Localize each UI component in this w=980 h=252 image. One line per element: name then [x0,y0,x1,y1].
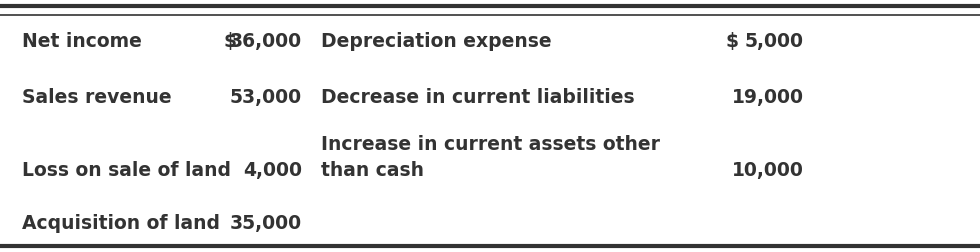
Text: Acquisition of land: Acquisition of land [22,213,220,233]
Text: 19,000: 19,000 [732,87,804,107]
Text: 5,000: 5,000 [745,32,804,51]
Text: 4,000: 4,000 [243,161,302,180]
Text: $: $ [725,32,738,51]
Text: 10,000: 10,000 [732,161,804,180]
Text: than cash: than cash [321,161,424,180]
Text: $: $ [223,32,236,51]
Text: Loss on sale of land: Loss on sale of land [22,161,230,180]
Text: Increase in current assets other: Increase in current assets other [321,135,661,154]
Text: Net income: Net income [22,32,141,51]
Text: 35,000: 35,000 [229,213,302,233]
Text: Depreciation expense: Depreciation expense [321,32,552,51]
Text: Sales revenue: Sales revenue [22,87,172,107]
Text: Decrease in current liabilities: Decrease in current liabilities [321,87,635,107]
Text: 36,000: 36,000 [229,32,302,51]
Text: 53,000: 53,000 [229,87,302,107]
